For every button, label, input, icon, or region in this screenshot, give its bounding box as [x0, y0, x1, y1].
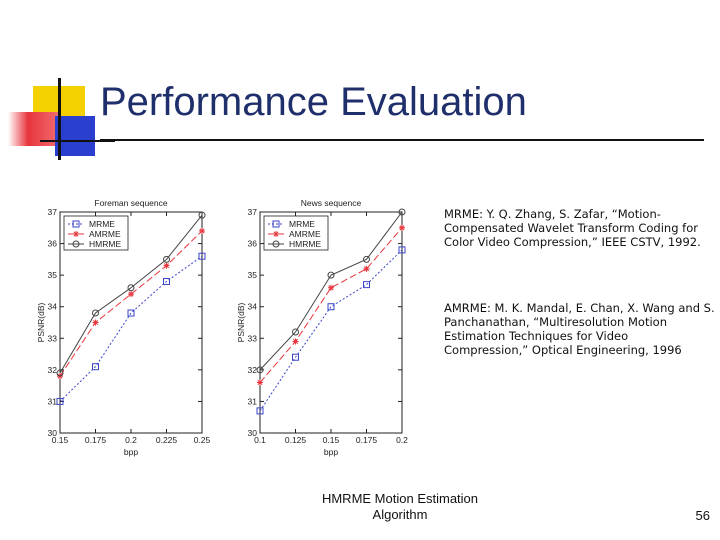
legend-marker-hmrme: [72, 240, 80, 248]
data-point-amrme: [257, 379, 263, 386]
y-tick-label: 37: [48, 207, 58, 217]
slide-title: Performance Evaluation: [100, 80, 527, 124]
chart-foreman: 30 31 32 33 34 35 36 37 0.15 0.175 0.2 0.225 0.25 For…: [36, 198, 211, 457]
data-point-mrme: [327, 303, 335, 311]
decor-vertical-bar: [58, 78, 61, 160]
legend-marker-amrme: [73, 231, 79, 237]
x-tick-label: 0.15: [52, 435, 69, 445]
data-point-hmrme: [198, 211, 206, 219]
data-point-amrme: [399, 224, 405, 231]
data-point-hmrme: [363, 255, 370, 263]
legend-marker-mrme: [72, 220, 80, 228]
footer-text: HMRME Motion Estimation Algorithm: [321, 491, 479, 522]
data-point-hmrme: [56, 369, 64, 377]
data-point-amrme: [92, 319, 99, 326]
data-point-hmrme: [92, 309, 99, 317]
data-point-amrme: [163, 262, 170, 269]
data-point-mrme: [92, 363, 99, 371]
data-point-amrme: [363, 265, 370, 272]
data-point-hmrme: [256, 366, 264, 374]
series-line-amrme: [259, 227, 403, 383]
data-point-amrme: [292, 338, 299, 345]
reference-amrme: AMRME: M. K. Mandal, E. Chan, X. Wang an…: [444, 301, 715, 357]
x-tick-label: 0.125: [285, 435, 307, 445]
data-point-amrme: [328, 284, 334, 291]
data-point-mrme: [256, 407, 264, 415]
data-point-mrme: [56, 397, 64, 405]
y-tick-label: 30: [248, 428, 258, 438]
x-axis-label: bpp: [124, 447, 138, 457]
data-point-hmrme: [127, 284, 135, 292]
data-point-hmrme: [398, 208, 406, 216]
data-point-mrme: [363, 281, 370, 289]
chart-title: Foreman sequence: [94, 198, 168, 208]
y-tick-label: 34: [48, 302, 58, 312]
legend-marker-mrme: [272, 220, 280, 228]
y-tick-label: 35: [248, 270, 258, 280]
chart-figure: 30 31 32 33 34 35 36 37 0.15 0.175 0.2 0.225 0.25 For…: [36, 198, 408, 457]
x-tick-label: 0.175: [356, 435, 378, 445]
y-tick-label: 30: [48, 428, 58, 438]
decor-blue-block: [55, 116, 95, 156]
chart-title: News sequence: [301, 198, 362, 208]
chart-news: 30 31 32 33 34 35 36 37 0.1 0.125 0.15 0.175 0.2 News…: [236, 198, 408, 457]
data-point-amrme: [199, 227, 205, 234]
legend-marker-hmrme: [272, 240, 280, 248]
data-point-mrme: [292, 353, 299, 361]
y-tick-label: 36: [248, 239, 258, 249]
x-tick-label: 0.2: [396, 435, 408, 445]
y-axis-label: PSNR(dB): [36, 303, 46, 343]
y-tick-label: 36: [48, 239, 58, 249]
data-point-hmrme: [163, 255, 170, 263]
x-tick-label: 0.1: [254, 435, 266, 445]
data-point-mrme: [163, 277, 170, 285]
legend-label-amrme: AMRME: [89, 229, 121, 239]
legend-label-mrme: MRME: [289, 219, 315, 229]
series-line-amrme: [59, 230, 203, 377]
page-number: 56: [695, 508, 710, 523]
legend-marker-amrme: [273, 231, 279, 237]
series-line-hmrme: [259, 211, 403, 371]
series-line-hmrme: [59, 214, 203, 374]
title-underline: [100, 139, 704, 141]
y-axis-label: PSNR(dB): [236, 303, 246, 343]
data-point-mrme: [398, 246, 406, 254]
y-tick-label: 31: [248, 396, 258, 406]
data-point-amrme: [128, 291, 134, 298]
y-tick-label: 33: [248, 333, 258, 343]
legend-label-mrme: MRME: [89, 219, 115, 229]
y-tick-label: 33: [48, 333, 58, 343]
y-tick-label: 37: [248, 207, 258, 217]
x-axis-label: bpp: [324, 447, 338, 457]
legend-label-hmrme: HMRME: [289, 239, 321, 249]
legend-label-amrme: AMRME: [289, 229, 321, 239]
y-tick-label: 31: [48, 396, 58, 406]
data-point-mrme: [127, 309, 135, 317]
data-point-hmrme: [327, 271, 335, 279]
series-line-mrme: [59, 255, 203, 402]
x-tick-label: 0.175: [85, 435, 107, 445]
x-tick-label: 0.15: [323, 435, 340, 445]
decor-horizontal-bar: [40, 140, 115, 142]
y-tick-label: 32: [248, 365, 258, 375]
data-point-mrme: [198, 252, 206, 260]
y-tick-label: 32: [48, 365, 58, 375]
y-tick-label: 34: [248, 302, 258, 312]
x-tick-label: 0.225: [156, 435, 178, 445]
legend-label-hmrme: HMRME: [89, 239, 121, 249]
x-tick-label: 0.2: [125, 435, 137, 445]
y-tick-label: 35: [48, 270, 58, 280]
x-tick-label: 0.25: [194, 435, 211, 445]
data-point-hmrme: [292, 328, 299, 336]
reference-mrme: MRME: Y. Q. Zhang, S. Zafar, “Motion-Com…: [444, 207, 701, 249]
series-line-mrme: [259, 249, 403, 412]
